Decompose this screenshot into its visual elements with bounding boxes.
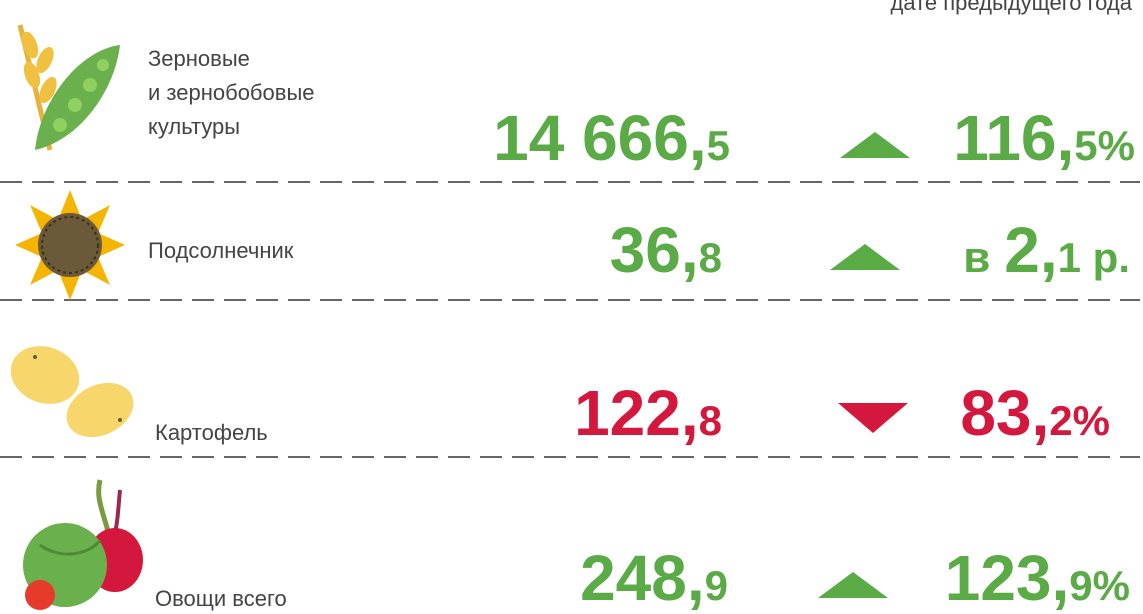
change: в 2,1 р. <box>963 214 1130 286</box>
change: 83,2% <box>960 377 1110 449</box>
grain-icon <box>19 25 120 150</box>
change-main: 2, <box>1004 214 1057 286</box>
value: 14 666,5 <box>493 102 730 174</box>
change-fraction: 1 р. <box>1058 234 1130 281</box>
value: 248,9 <box>580 542 728 614</box>
row-label: Картофель <box>155 420 268 445</box>
value-fraction: 5 <box>707 122 730 169</box>
change-main: 83, <box>960 377 1049 449</box>
change: 123,9% <box>945 542 1130 614</box>
change-main: 123, <box>945 542 1070 614</box>
value: 122,8 <box>574 377 722 449</box>
row-label: Подсолнечник <box>148 238 294 263</box>
value-fraction: 8 <box>699 397 722 444</box>
change-arrow <box>840 132 910 158</box>
value: 36,8 <box>610 214 722 286</box>
potato-icon <box>3 337 143 448</box>
value-fraction: 8 <box>699 234 722 281</box>
row-label: Зерновые <box>148 46 250 71</box>
row-label: культуры <box>148 114 240 139</box>
page: дате предыдущего года Зерновые и зернобоб… <box>0 0 1143 614</box>
infographic: дате предыдущего года Зерновые и зернобоб… <box>0 0 1143 614</box>
change-fraction: 9% <box>1069 562 1130 609</box>
change-fraction: 5% <box>1074 122 1135 169</box>
value-main: 248, <box>580 542 705 614</box>
change-arrow <box>838 403 908 433</box>
value-fraction: 9 <box>705 562 728 609</box>
change-fraction: 2% <box>1049 397 1110 444</box>
vegetables-icon <box>23 480 143 610</box>
value-main: 36, <box>610 214 699 286</box>
change-main: 116, <box>953 102 1074 174</box>
change: 116,5% <box>953 102 1135 174</box>
sunflower-icon <box>15 190 125 300</box>
change-arrow <box>830 244 900 270</box>
row-label: и зернобобовые <box>148 80 315 105</box>
value-main: 14 666, <box>493 102 707 174</box>
row-label: Овощи всего <box>155 586 287 611</box>
header-note: дате предыдущего года <box>891 0 1133 15</box>
value-main: 122, <box>574 377 699 449</box>
change-arrow <box>818 572 888 598</box>
change-prefix: в <box>963 233 990 282</box>
